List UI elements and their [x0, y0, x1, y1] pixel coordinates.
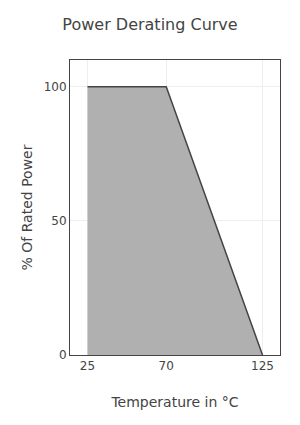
svg-text:70: 70	[159, 359, 174, 373]
svg-text:Power Derating Curve: Power Derating Curve	[62, 15, 237, 34]
svg-text:0: 0	[59, 348, 67, 362]
svg-text:25: 25	[80, 359, 95, 373]
svg-text:% Of Rated Power: % Of Rated Power	[19, 144, 35, 270]
svg-text:50: 50	[51, 214, 66, 228]
svg-text:125: 125	[251, 359, 274, 373]
svg-text:100: 100	[44, 80, 67, 94]
svg-text:Temperature in °C: Temperature in °C	[110, 394, 238, 410]
